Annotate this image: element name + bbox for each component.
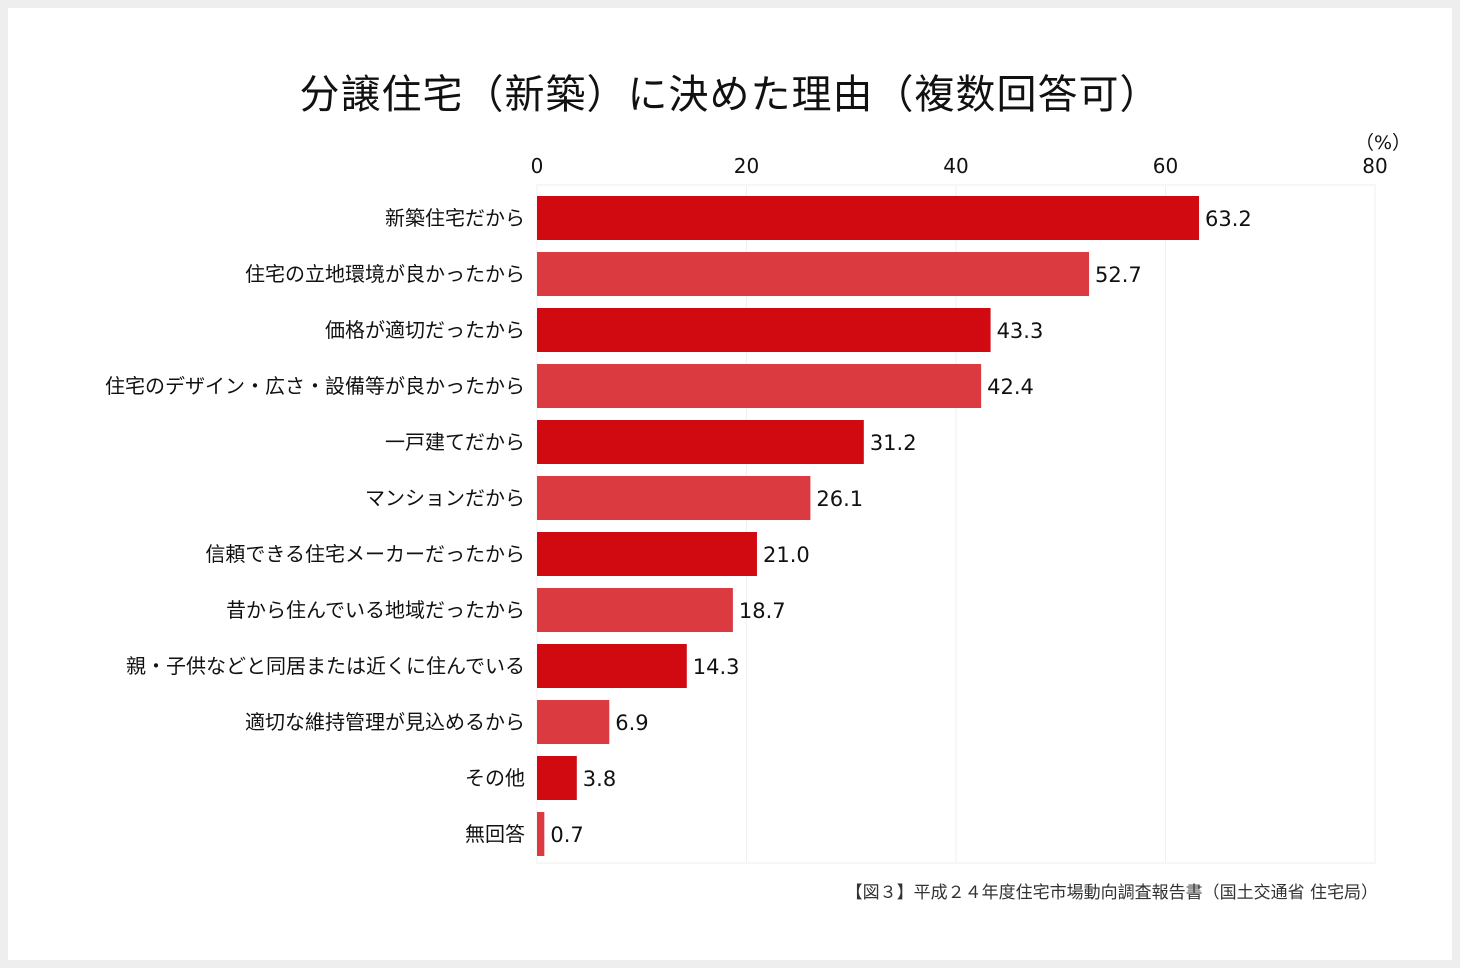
category-label: 信頼できる住宅メーカーだったから [205, 542, 525, 566]
bar [537, 812, 545, 856]
category-label: 住宅の立地環境が良かったから [245, 262, 525, 286]
x-tick-label: 80 [1362, 154, 1387, 178]
data-label: 63.2 [1205, 207, 1252, 231]
bar [537, 364, 982, 408]
bar [537, 588, 733, 632]
data-label: 6.9 [615, 711, 648, 735]
category-label: 住宅のデザイン・広さ・設備等が良かったから [105, 374, 525, 398]
bar [537, 700, 610, 744]
bar [537, 476, 811, 520]
data-label: 18.7 [739, 599, 786, 623]
category-label: その他 [465, 766, 525, 790]
category-label: 新築住宅だから [385, 206, 525, 230]
unit-label: （%） [1355, 132, 1412, 154]
x-tick-label: 20 [734, 154, 759, 178]
x-tick-label: 0 [531, 154, 544, 178]
category-label: 親・子供などと同居または近くに住んでいる [126, 654, 525, 678]
bar [537, 252, 1090, 296]
data-label: 26.1 [816, 487, 863, 511]
category-label: 適切な維持管理が見込めるから [245, 710, 525, 734]
bar [537, 756, 577, 800]
category-label: 昔から住んでいる地域だったから [226, 598, 525, 622]
category-label: マンションだから [365, 486, 525, 510]
data-label: 14.3 [693, 655, 740, 679]
source-note: 【図３】平成２４年度住宅市場動向調査報告書（国土交通省 住宅局） [845, 883, 1378, 903]
data-label: 3.8 [583, 767, 616, 791]
data-label: 52.7 [1095, 263, 1142, 287]
bar [537, 644, 687, 688]
x-tick-label: 40 [943, 154, 968, 178]
data-label: 31.2 [870, 431, 917, 455]
data-label: 0.7 [550, 823, 583, 847]
category-label: 無回答 [465, 822, 525, 846]
category-label: 価格が適切だったから [325, 318, 525, 342]
bar [537, 532, 757, 576]
bar [537, 196, 1200, 240]
data-label: 42.4 [987, 375, 1034, 399]
category-label: 一戸建てだから [385, 430, 525, 454]
data-label: 43.3 [997, 319, 1044, 343]
x-tick-label: 60 [1153, 154, 1178, 178]
chart-title: 分譲住宅（新築）に決めた理由（複数回答可） [299, 72, 1161, 118]
bar [537, 308, 991, 352]
data-label: 21.0 [763, 543, 810, 567]
bar [537, 420, 864, 464]
